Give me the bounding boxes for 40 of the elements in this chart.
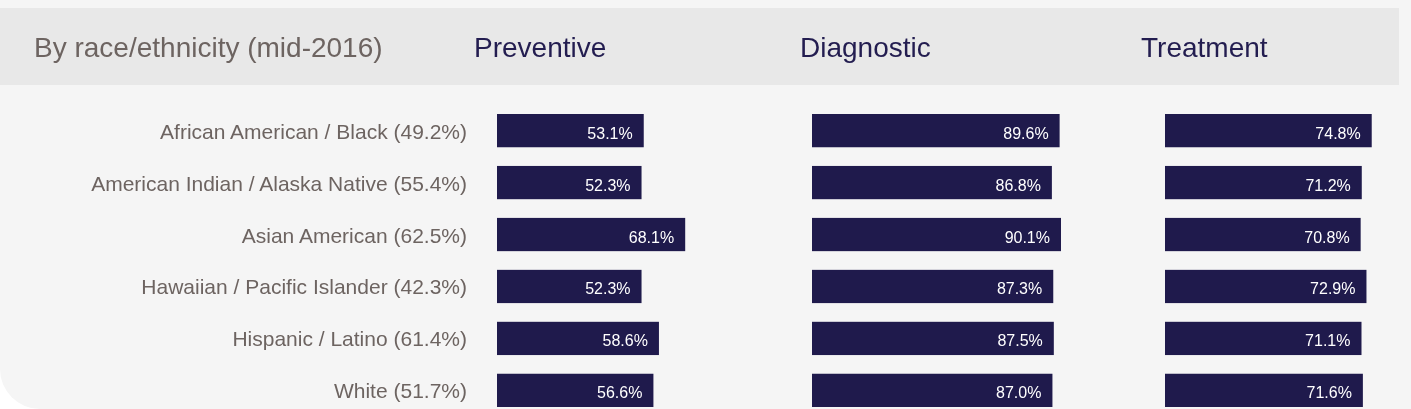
data-label: 71.1% — [1305, 331, 1351, 349]
data-label: 86.8% — [995, 176, 1041, 194]
data-label: 56.6% — [597, 383, 643, 401]
data-label: 53.1% — [587, 124, 633, 142]
data-label: 87.3% — [996, 279, 1043, 297]
data-label: 87.5% — [997, 331, 1043, 349]
y-tick-label: Hispanic / Latino (61.4%) — [232, 326, 467, 350]
bar — [1165, 321, 1362, 356]
data-label: 87.0% — [996, 383, 1042, 401]
y-tick-label: American Indian / Alaska Native (55.4%) — [91, 171, 467, 195]
y-tick-label: Hawaiian / Pacific Islander (42.3%) — [141, 274, 467, 298]
bar — [497, 114, 644, 148]
data-label: 89.6% — [1003, 124, 1049, 142]
bar — [1165, 269, 1367, 304]
y-tick-label: African American / Black (49.2%) — [160, 119, 467, 143]
chart-title: Treatment — [1141, 32, 1268, 63]
data-label: 52.3% — [585, 279, 631, 297]
bar — [1165, 165, 1362, 200]
data-label: 74.8% — [1315, 124, 1361, 142]
data-label: 90.1% — [1004, 228, 1050, 246]
y-axis-title: By race/ethnicity (mid-2016) — [34, 32, 383, 63]
y-tick-label: Asian American (62.5%) — [241, 223, 467, 247]
bar — [1165, 373, 1363, 407]
bar — [497, 269, 642, 304]
data-label: 71.6% — [1306, 383, 1352, 401]
bar — [1165, 114, 1372, 148]
data-label: 58.6% — [602, 331, 648, 349]
y-tick-label: White (51.7%) — [333, 378, 467, 402]
chart-title: Preventive — [474, 32, 607, 63]
data-label: 70.8% — [1304, 228, 1350, 246]
bar — [497, 217, 686, 252]
data-label: 72.9% — [1310, 279, 1356, 297]
data-label: 71.2% — [1305, 176, 1351, 194]
data-label: 68.1% — [628, 228, 675, 246]
data-label: 52.3% — [585, 176, 631, 194]
chart-title: Diagnostic — [800, 32, 931, 63]
bar — [497, 165, 642, 200]
bar — [497, 373, 654, 407]
bar — [1165, 217, 1361, 252]
bar — [497, 321, 659, 356]
